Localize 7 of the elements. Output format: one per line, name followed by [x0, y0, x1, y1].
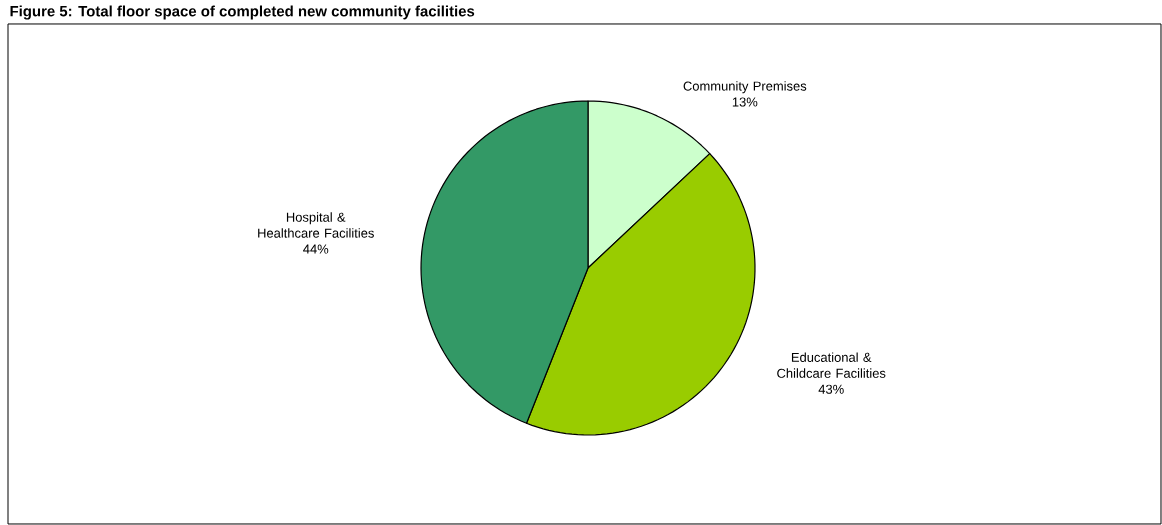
data-label: 44%	[303, 244, 329, 254]
slice-label: Hospital & Healthcare Facilities	[258, 212, 374, 238]
slice-label: Educational & Childcare Facilities	[777, 352, 886, 378]
data-label: 43%	[818, 384, 844, 394]
chart-title: Figure 5: Total floor space of completed new community facilities	[10, 5, 475, 20]
data-label: 13%	[732, 97, 758, 107]
slice-label: Community Premises	[683, 81, 807, 94]
